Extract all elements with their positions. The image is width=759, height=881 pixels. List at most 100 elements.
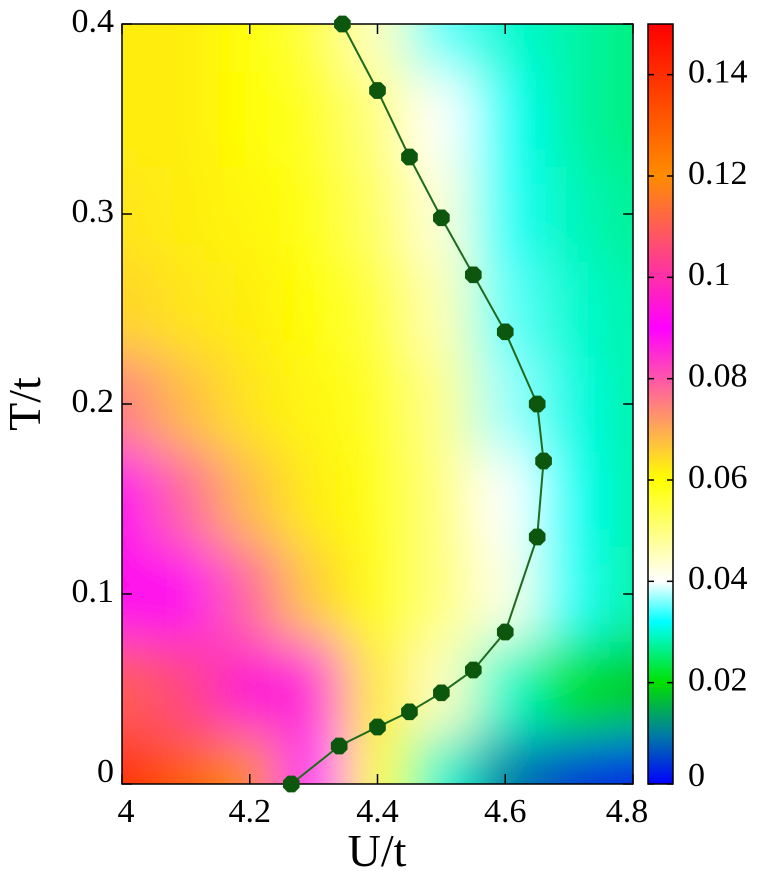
- heatmap-cell: [345, 451, 410, 547]
- heatmap-cell: [153, 451, 219, 547]
- x-axis-label: U/t: [348, 825, 407, 876]
- heatmap-cell: [281, 166, 347, 262]
- marker: [369, 82, 386, 99]
- heatmap-cell: [122, 261, 155, 357]
- heatmap-cell: [601, 736, 633, 784]
- heatmap-cell: [537, 736, 602, 784]
- heatmap-cell: [122, 24, 155, 72]
- marker: [496, 623, 514, 641]
- marker: [464, 661, 482, 679]
- marker: [433, 209, 450, 227]
- colorbar-tick-label: 0.1: [688, 256, 731, 293]
- heatmap-cell: [345, 166, 410, 262]
- colorbar-tick-label: 0: [688, 757, 705, 794]
- marker: [401, 703, 418, 721]
- heatmap-cell: [409, 261, 474, 357]
- heatmap-cell: [345, 546, 410, 642]
- marker: [535, 452, 552, 470]
- heatmap-cell: [281, 641, 347, 737]
- heatmap-cell: [153, 641, 219, 737]
- heatmap-cell: [473, 71, 538, 167]
- marker: [330, 737, 348, 755]
- y-axis-label: T/t: [0, 377, 50, 431]
- heatmap-cell: [217, 71, 283, 167]
- heatmap-cell: [122, 641, 155, 737]
- heatmap-cell: [409, 451, 474, 547]
- marker: [369, 718, 386, 736]
- marker: [282, 775, 300, 793]
- heatmap-cell: [281, 261, 347, 357]
- heatmap-cell: [537, 546, 602, 642]
- heatmap-cell: [153, 546, 219, 642]
- heatmap-cell: [153, 24, 219, 72]
- heatmap-cell: [473, 166, 538, 262]
- heatmap-cell: [217, 166, 283, 262]
- marker: [401, 148, 418, 166]
- heatmap-cell: [537, 166, 602, 262]
- heatmap-cell: [409, 356, 474, 452]
- heatmap-cell: [281, 736, 347, 784]
- heatmap-cell: [345, 24, 410, 72]
- heatmap-cell: [537, 261, 602, 357]
- x-tick-label: 4.4: [356, 793, 399, 830]
- heatmap-clip: [122, 24, 633, 784]
- colorbar-tick-label: 0.08: [688, 357, 748, 394]
- marker: [528, 395, 546, 413]
- heatmap-cell: [153, 736, 219, 784]
- heatmap-cell: [409, 736, 474, 784]
- x-tick-label: 4.6: [484, 793, 527, 830]
- heatmap-cell: [473, 261, 538, 357]
- heatmap-cell: [601, 24, 633, 72]
- heatmap-cell: [601, 451, 633, 547]
- y-tick-label: 0.3: [72, 193, 115, 230]
- heatmap-cell: [537, 641, 602, 737]
- heatmap-cell: [153, 166, 219, 262]
- heatmap-cell: [473, 641, 538, 737]
- heatmap-cell: [601, 261, 633, 357]
- colorbar-tick-label: 0.06: [688, 459, 748, 496]
- heatmap: [122, 24, 633, 784]
- heatmap-cell: [473, 24, 538, 72]
- x-tick-label: 4.8: [606, 793, 649, 830]
- heatmap-cell: [217, 24, 283, 72]
- marker: [334, 15, 351, 33]
- heatmap-cell: [281, 356, 347, 452]
- colorbar-tick-label: 0.12: [688, 155, 748, 192]
- marker: [528, 528, 546, 546]
- heatmap-cell: [153, 71, 219, 167]
- curve: [290, 23, 545, 785]
- heatmap-cell: [537, 24, 602, 72]
- heatmap-cell: [217, 641, 283, 737]
- heatmap-cell: [345, 261, 410, 357]
- heatmap-cell: [409, 24, 474, 72]
- heatmap-cell: [281, 24, 347, 72]
- x-tick-label: 4.2: [229, 793, 272, 830]
- heatmap-cell: [409, 546, 474, 642]
- heatmap-cell: [409, 71, 474, 167]
- heatmap-cell: [345, 356, 410, 452]
- heatmap-cell: [473, 356, 538, 452]
- colorbar-tick-label: 0.02: [688, 661, 748, 698]
- heatmap-cell: [473, 451, 538, 547]
- colorbar: [647, 23, 674, 785]
- marker: [496, 323, 514, 341]
- heatmap-cell: [537, 71, 602, 167]
- heatmap-cell: [601, 71, 633, 167]
- heatmap-cell: [281, 546, 347, 642]
- marker: [433, 684, 450, 702]
- heatmap-cell: [217, 356, 283, 452]
- foreground: 4 4.2 4.4 4.6 4.8 0 0.1 0.2 0.3 0.4 0 0.02 0.04 0.06 0…: [72, 3, 748, 830]
- colorbar-tick-label: 0.14: [688, 53, 748, 90]
- y-tick-label: 0: [97, 753, 114, 790]
- heatmap-cell: [217, 261, 283, 357]
- heatmap-cell: [122, 71, 155, 167]
- heatmap-cell: [122, 451, 155, 547]
- heatmap-cell: [537, 356, 602, 452]
- heatmap-cell: [281, 451, 347, 547]
- y-tick-label: 0.2: [72, 383, 115, 420]
- y-tick-label: 0.1: [72, 573, 115, 610]
- heatmap-cell: [122, 736, 155, 784]
- heatmap-cell: [153, 261, 219, 357]
- marker: [464, 266, 482, 284]
